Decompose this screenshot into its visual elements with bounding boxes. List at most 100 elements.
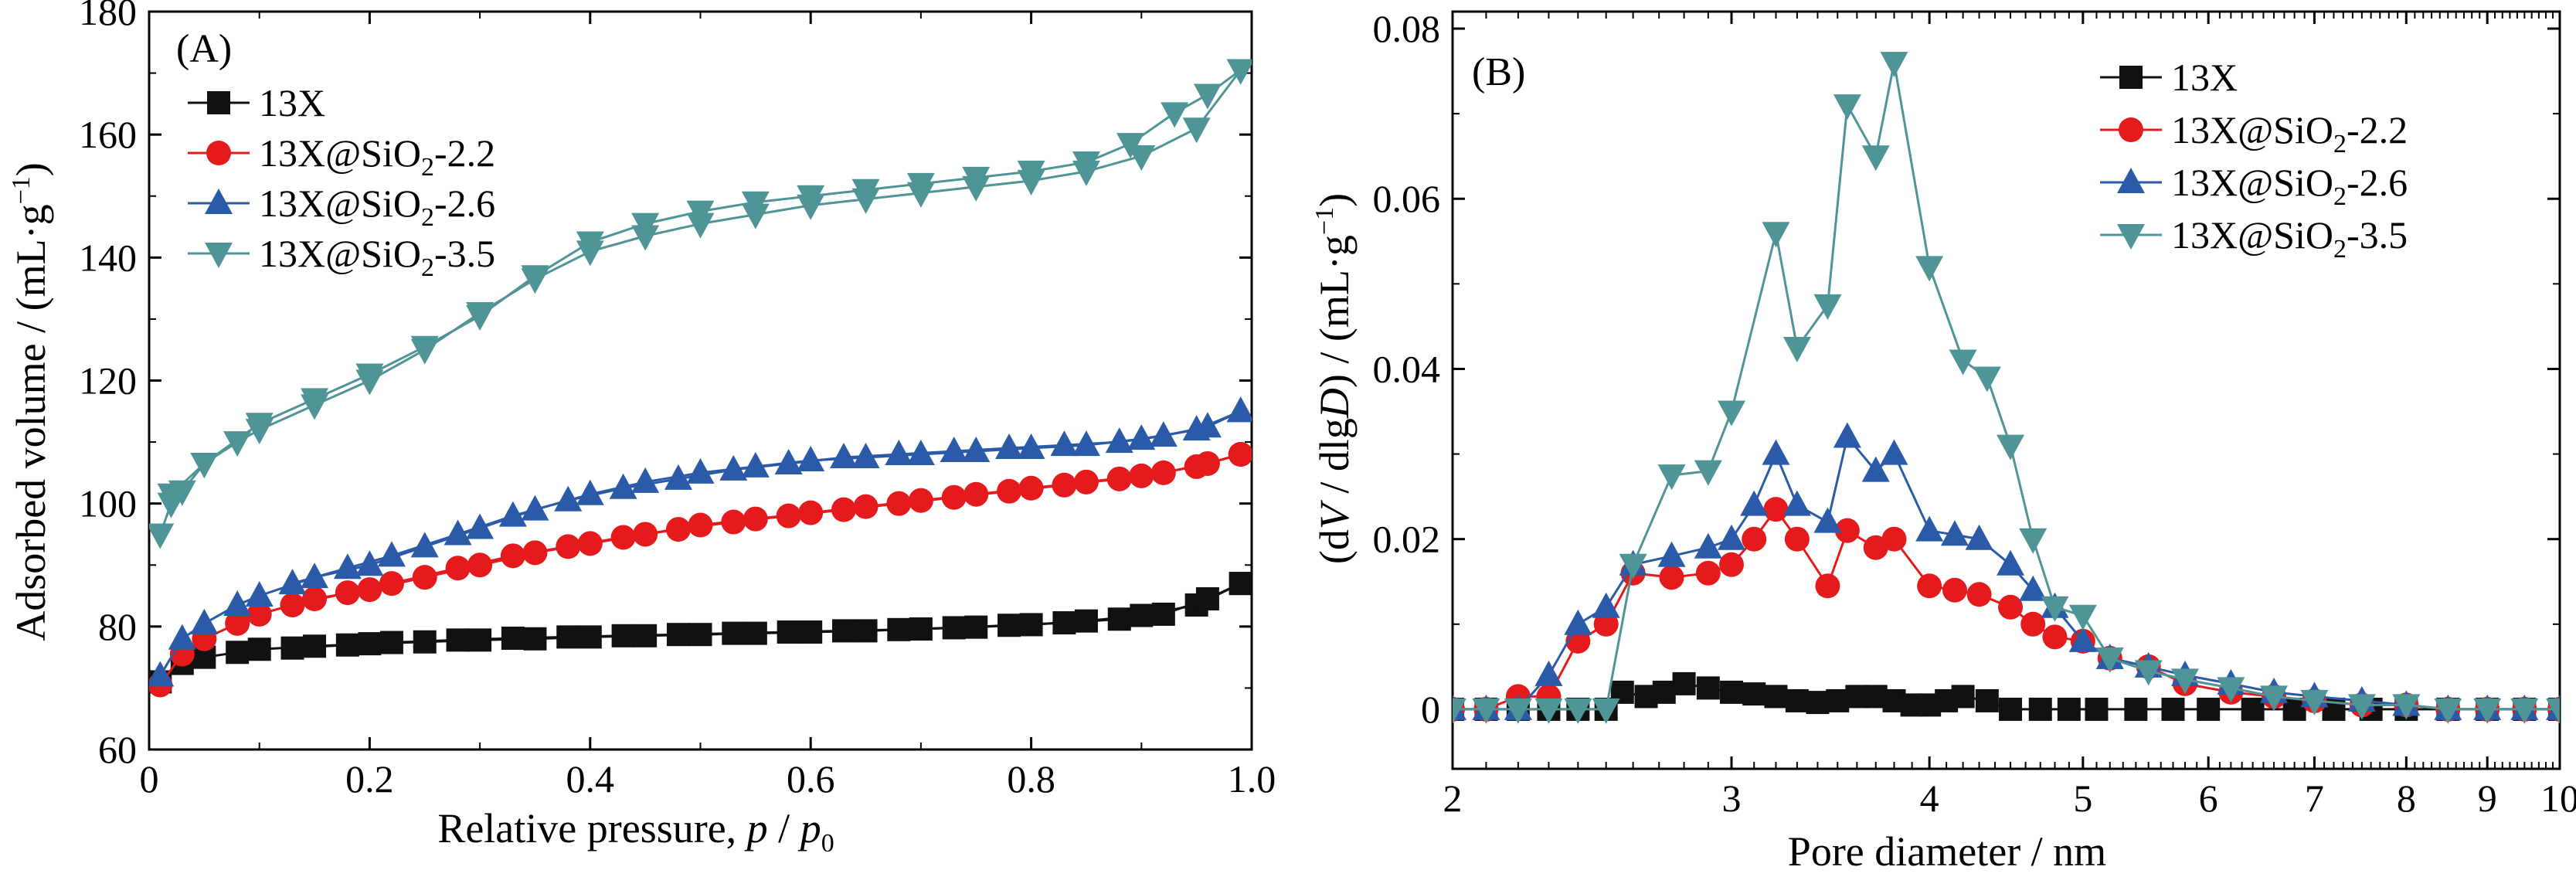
panel-a-data-point-13x: [556, 625, 580, 649]
panel-a-data-point-13x-sio2-2-6: [851, 442, 880, 468]
panel-b-data-point-13x: [2085, 697, 2109, 721]
panel-a-data-point-13x-sio2-2-6: [1017, 433, 1045, 460]
panel-b-data-point-13x-sio2-2-2: [1763, 497, 1789, 522]
panel-a-y-tick-label: 120: [79, 359, 137, 403]
panel-a-x-tick-label: 0.2: [345, 757, 394, 801]
panel-a-data-point-13x: [1195, 587, 1219, 611]
panel-b-data-point-13x-sio2-3-5: [1915, 256, 1944, 282]
panel-b-data-point-13x: [1696, 676, 1720, 700]
panel-b-legend-label-13x-sio2-2-2: 13X@SiO2-2.2: [2171, 108, 2408, 158]
panel-b-data-point-13x-sio2-2-6: [1534, 660, 1563, 686]
panel-a-data-point-13x-sio2-3-5: [631, 212, 660, 239]
panel-b-data-point-13x-sio2-3-5: [2217, 677, 2245, 703]
panel-a-data-point-13x-sio2-2-6: [719, 454, 748, 481]
panel-b-data-point-13x: [2028, 697, 2052, 721]
panel-a-data-point-13x-sio2-2-6: [521, 495, 549, 521]
panel-a-data-point-13x: [666, 623, 690, 647]
panel-b-x-tick-label: 8: [2397, 777, 2416, 820]
panel-a-data-point-13x-sio2-2-2: [225, 610, 250, 636]
panel-b-data-point-13x: [1785, 688, 1809, 712]
panel-a-legend-marker-13x: [207, 91, 230, 114]
panel-a-data-point-13x: [247, 637, 271, 661]
panel-a-data-point-13x: [1229, 572, 1252, 596]
panel-a-data-point-13x-sio2-2-6: [1226, 396, 1252, 423]
panel-b-data-point-13x-sio2-2-2: [1815, 573, 1840, 599]
panel-a-series-13x-sio2-2-6: [149, 396, 1252, 687]
panel-b-y-axis-label: (dV / dlgD) / (mL·g−1): [1310, 193, 1358, 564]
panel-b-data-point-13x: [1652, 680, 1676, 704]
panel-b-data-point-13x-sio2-2-2: [1863, 535, 1888, 560]
panel-b-y-tick-label: 0: [1421, 688, 1440, 731]
panel-a-data-point-13x-sio2-2-6: [443, 519, 472, 546]
panel-b-data-point-13x: [1975, 688, 1999, 712]
panel-a-data-point-13x-sio2-2-2: [610, 525, 636, 550]
panel-b-data-point-13x-sio2-2-2: [1966, 582, 1992, 607]
panel-b-x-tick-label: 3: [1722, 777, 1742, 820]
panel-a-data-point-13x-sio2-2-6: [245, 581, 274, 607]
panel-b-data-point-13x-sio2-2-6: [1813, 507, 1842, 533]
panel-b-data-point-13x-sio2-3-5: [1880, 52, 1908, 78]
panel-a-data-point-13x-sio2-2-6: [906, 440, 935, 465]
panel-a-y-tick-label: 160: [79, 113, 137, 156]
panel-a-data-point-13x: [832, 619, 856, 643]
panel-a-series-13x: [149, 572, 1252, 694]
panel-b-data-point-13x-sio2-2-6: [1833, 422, 1861, 448]
panel-a-data-point-13x-sio2-3-5: [466, 304, 494, 331]
panel-b-data-point-13x-sio2-2-6: [1997, 549, 2025, 576]
panel-a-data-point-13x: [634, 624, 658, 648]
panel-a-data-point-13x-sio2-2-2: [776, 503, 801, 529]
panel-a-data-point-13x-sio2-3-5: [223, 431, 252, 457]
panel-a-data-point-13x-sio2-2-2: [1150, 460, 1176, 485]
panel-a-data-point-13x-sio2-2-6: [554, 485, 583, 512]
panel-a-legend-marker-13x-sio2-2-6: [205, 189, 233, 214]
panel-a-data-point-13x-sio2-2-6: [940, 437, 968, 463]
panel-a-label: (A): [176, 27, 232, 71]
panel-b-x-tick-label: 2: [1443, 777, 1463, 820]
panel-a-data-point-13x-sio2-2-2: [831, 497, 857, 522]
panel-b-data-point-13x-sio2-3-5: [2041, 596, 2069, 622]
panel-a-data-point-13x-sio2-2-2: [335, 580, 360, 606]
panel-b-data-point-13x-sio2-3-5: [1472, 698, 1500, 724]
panel-a-x-tick-label: 0: [140, 757, 159, 801]
panel-a-legend-marker-13x-sio2-3-5: [205, 243, 233, 268]
panel-a-data-point-13x: [1019, 613, 1043, 637]
panel-a-data-point-13x-sio2-2-2: [665, 517, 691, 542]
panel-a-data-point-13x-sio2-2-2: [556, 534, 581, 559]
panel-a-data-point-13x-sio2-2-2: [688, 512, 713, 538]
panel-a-data-point-13x-sio2-2-6: [830, 442, 858, 468]
panel-a-data-point-13x-sio2-2-2: [357, 577, 382, 603]
panel-b-data-point-13x-sio2-3-5: [1619, 553, 1647, 580]
panel-b-data-point-13x-sio2-3-5: [1762, 222, 1790, 248]
panel-a-data-point-13x-sio2-2-6: [377, 541, 406, 567]
svg-text:(dV / dlgD) / (mL·g−1): (dV / dlgD) / (mL·g−1): [1310, 193, 1358, 564]
panel-b-data-point-13x-sio2-3-5: [1949, 349, 1977, 376]
panel-b-plot-area: [1453, 52, 2560, 724]
panel-a-data-point-13x-sio2-3-5: [1226, 59, 1252, 85]
panel-a-data-point-13x-sio2-3-5: [741, 191, 770, 217]
panel-a-data-point-13x: [280, 636, 304, 660]
panel-b-data-point-13x-sio2-2-6: [1965, 524, 1993, 550]
panel-a-data-point-13x-sio2-2-2: [412, 565, 437, 590]
panel-b-label: (B): [1472, 50, 1525, 94]
panel-a-x-axis-label: Relative pressure, p / p0: [437, 805, 834, 858]
panel-a-data-point-13x: [468, 628, 492, 652]
panel-a-data-point-13x-sio2-3-5: [1072, 151, 1100, 177]
panel-a-data-point-13x-sio2-2-2: [743, 506, 768, 532]
panel-b-data-point-13x: [1806, 691, 1830, 715]
panel-a-data-point-13x-sio2-2-6: [797, 445, 825, 471]
panel-a-x-tick-label: 0.4: [566, 757, 615, 801]
panel-a-data-point-13x-sio2-2-2: [1073, 469, 1099, 495]
panel-b-data-point-13x-sio2-3-5: [2134, 660, 2163, 686]
panel-a-data-point-13x-sio2-2-6: [686, 457, 715, 484]
panel-b-data-point-13x-sio2-3-5: [2170, 668, 2199, 695]
panel-b-plot-frame: [1451, 10, 2561, 770]
panel-b-x-axis-label: Pore diameter / nm: [1788, 828, 2106, 875]
panel-b-data-point-13x-sio2-2-2: [1659, 565, 1684, 590]
panel-a-series-13x-sio2-2-2: [149, 442, 1252, 698]
panel-b-data-point-13x-sio2-2-2: [1998, 594, 2024, 620]
panel-b-legend-marker-13x-sio2-3-5: [2117, 224, 2145, 250]
panel-a-data-point-13x-sio2-3-5: [1182, 117, 1211, 144]
panel-a-data-point-13x-sio2-2-2: [1018, 475, 1044, 501]
